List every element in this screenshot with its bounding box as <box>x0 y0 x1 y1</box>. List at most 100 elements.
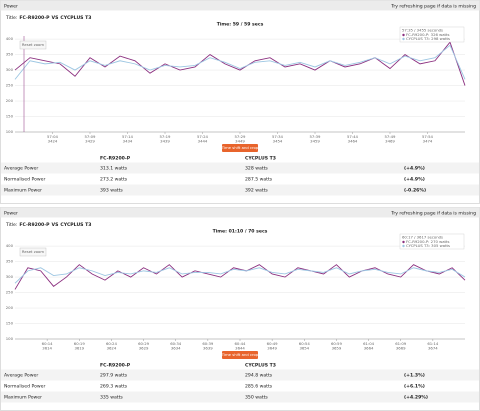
title-part: CYCPLUS T3 <box>60 15 91 21</box>
time-shift-label[interactable]: Time shift and crop <box>221 352 259 357</box>
table-cell: (-0.26%) <box>404 188 426 194</box>
x-tick-seconds: 3464 <box>348 139 358 144</box>
tooltip-time: 60:17 / 3617 seconds <box>402 235 443 240</box>
table-row-bg <box>1 162 479 174</box>
x-tick-label: 61:09 <box>395 341 407 346</box>
table-cell: 297.9 watts <box>100 373 128 379</box>
tooltip-swatch <box>402 33 405 37</box>
y-tick-label: 400 <box>6 36 14 41</box>
x-tick-seconds: 3629 <box>139 346 149 351</box>
tooltip-swatch <box>402 37 405 41</box>
refresh-hint: Try refreshing page if data is missing <box>390 211 476 217</box>
table-header: FC-R9200-P <box>100 363 131 369</box>
series-line <box>14 41 466 86</box>
x-tick-label: 57:04 <box>47 134 59 139</box>
y-tick-label: 350 <box>6 52 14 57</box>
power-panel: Power Try refreshing page if data is miss… <box>0 0 480 204</box>
x-tick-label: 57:44 <box>347 134 359 139</box>
x-tick-label: 57:29 <box>235 134 247 139</box>
x-tick-seconds: 3659 <box>332 346 342 351</box>
x-tick-label: 60:44 <box>235 341 247 346</box>
y-tick-label: 400 <box>6 243 14 248</box>
table-row-bg <box>1 391 479 403</box>
x-tick-label: 60:14 <box>42 341 54 346</box>
table-cell: Maximum Power <box>4 395 42 401</box>
table-cell: (+4.9%) <box>404 177 425 183</box>
title-line: Title: FC-R9200-P VS CYCPLUS T3 <box>5 15 91 21</box>
tooltip-box <box>399 233 465 250</box>
x-tick-label: 57:54 <box>422 134 434 139</box>
tooltip-value: CYCPLUS T3: 305 watts <box>406 243 450 248</box>
table-cell: (+6.1%) <box>404 384 425 390</box>
title-part: Title: <box>5 15 18 21</box>
time-label: Time: 01:10 / 70 secs <box>213 229 268 235</box>
title-part: VS <box>52 222 59 228</box>
y-tick-label: 250 <box>6 290 14 295</box>
table-header: FC-R9200-P <box>100 156 131 162</box>
x-tick-label: 57:09 <box>85 134 97 139</box>
time-shift-button[interactable] <box>222 144 258 152</box>
x-tick-label: 60:59 <box>331 341 343 346</box>
y-tick-label: 200 <box>6 98 14 103</box>
table-cell: 287.5 watts <box>245 177 273 183</box>
table-cell: 392 watts <box>245 188 268 194</box>
panel-header-bg <box>0 207 480 218</box>
x-tick-label: 60:39 <box>202 341 214 346</box>
table-cell: 269.3 watts <box>100 384 128 390</box>
x-tick-label: 57:39 <box>310 134 322 139</box>
x-tick-seconds: 3639 <box>203 346 213 351</box>
table-cell: 328 watts <box>245 166 268 172</box>
tooltip-swatch <box>402 240 405 244</box>
x-tick-seconds: 3619 <box>74 346 84 351</box>
table-row-bg <box>1 173 479 185</box>
x-tick-seconds: 3669 <box>396 346 406 351</box>
x-tick-seconds: 3654 <box>299 346 309 351</box>
x-tick-label: 61:04 <box>363 341 375 346</box>
x-tick-seconds: 3449 <box>235 139 245 144</box>
x-tick-label: 57:49 <box>385 134 397 139</box>
tooltip-value: FC-R9200-P: 270 watts <box>406 239 450 244</box>
x-tick-label: 57:34 <box>272 134 284 139</box>
table-cell: 335 watts <box>100 395 123 401</box>
x-tick-label: 60:49 <box>267 341 279 346</box>
reset-zoom-label[interactable]: Reset zoom <box>22 249 44 254</box>
tooltip-value: FC-R9200-P: 326 watts <box>406 32 450 37</box>
table-cell: Average Power <box>4 166 38 172</box>
table-cell: 350 watts <box>245 395 268 401</box>
x-tick-seconds: 3459 <box>310 139 320 144</box>
time-shift-label[interactable]: Time shift and crop <box>221 145 259 150</box>
reset-zoom-button[interactable] <box>19 40 47 50</box>
table-header: CYCPLUS T3 <box>245 156 276 162</box>
table-cell: Average Power <box>4 373 38 379</box>
time-label: Time: 59 / 59 secs <box>217 22 264 28</box>
table-cell: 294.8 watts <box>245 373 273 379</box>
series-line <box>14 44 466 80</box>
tooltip-value: CYCPLUS T3: 298 watts <box>406 36 450 41</box>
y-tick-label: 100 <box>6 336 14 341</box>
y-tick-label: 150 <box>6 114 14 119</box>
table-header: CYCPLUS T3 <box>245 363 276 369</box>
x-tick-seconds: 3434 <box>123 139 133 144</box>
y-tick-label: 200 <box>6 305 14 310</box>
table-cell: 313.1 watts <box>100 166 128 172</box>
y-tick-label: 350 <box>6 259 14 264</box>
title-part: FC-R9200-P <box>19 15 50 21</box>
tooltip-swatch <box>402 244 405 248</box>
time-shift-button[interactable] <box>222 351 258 359</box>
reset-zoom-button[interactable] <box>19 247 47 257</box>
y-tick-label: 250 <box>6 83 14 88</box>
x-tick-label: 57:14 <box>122 134 134 139</box>
x-tick-seconds: 3454 <box>273 139 283 144</box>
x-tick-seconds: 3429 <box>85 139 95 144</box>
table-cell: 285.6 watts <box>245 384 273 390</box>
table-cell: Normalised Power <box>4 177 45 183</box>
x-tick-label: 61:14 <box>427 341 439 346</box>
x-tick-seconds: 3424 <box>48 139 58 144</box>
reset-zoom-label[interactable]: Reset zoom <box>22 42 44 47</box>
refresh-hint: Try refreshing page if data is missing <box>390 4 476 10</box>
table-cell: (+4.29%) <box>404 395 428 401</box>
x-tick-label: 57:24 <box>197 134 209 139</box>
table-cell: 393 watts <box>100 188 123 194</box>
x-tick-seconds: 3474 <box>423 139 433 144</box>
x-tick-label: 57:19 <box>160 134 172 139</box>
